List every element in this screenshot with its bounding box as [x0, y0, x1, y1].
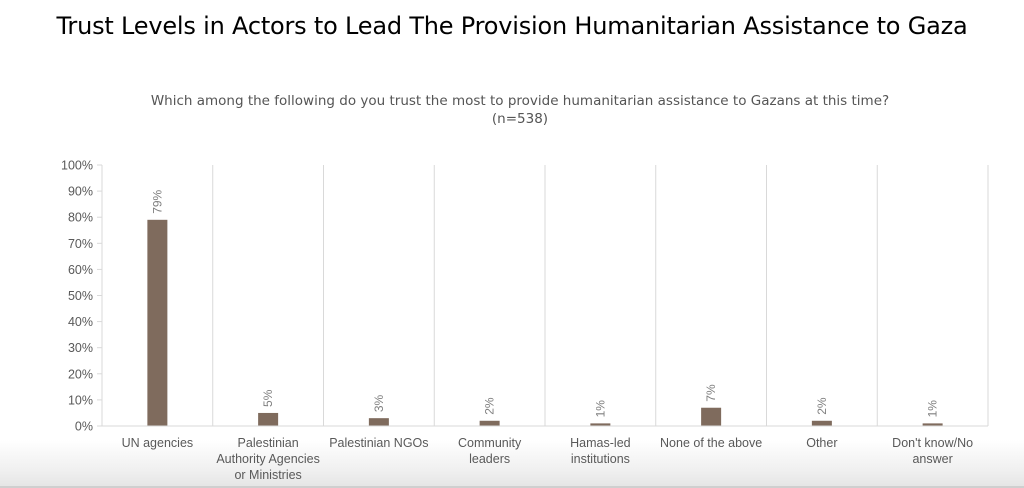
x-category-label: Palestinian Authority Agencies or Ministri… [216, 436, 320, 482]
data-labels: 79% 5% 3% 2% 1% 7% 2% 1% [150, 189, 939, 417]
data-label: 7% [704, 384, 718, 402]
y-axis: 0% 10% 20% 30% 40% 50% 60% 70% 80% 90% 100% [61, 159, 102, 434]
y-tick-label: 40% [68, 315, 93, 329]
chart-title: Which among the following do you trust t… [150, 92, 890, 128]
bar [147, 219, 168, 426]
data-label: 1% [926, 400, 940, 418]
y-tick-label: 90% [68, 185, 93, 199]
chart-question: Which among the following do you trust t… [150, 93, 890, 109]
y-tick-label: 0% [75, 420, 93, 434]
y-tick-label: 100% [61, 159, 93, 173]
y-tick-label: 80% [68, 211, 93, 225]
data-label: 2% [815, 397, 829, 415]
x-category-label: None of the above [660, 436, 762, 450]
y-tick-label: 30% [68, 341, 93, 355]
bar [811, 420, 832, 426]
bar [701, 407, 722, 426]
data-label: 79% [150, 189, 164, 213]
bottom-border [0, 486, 1024, 488]
y-tick-label: 60% [68, 263, 93, 277]
page-title: Trust Levels in Actors to Lead The Provi… [56, 12, 968, 40]
data-label: 2% [483, 397, 497, 415]
y-tick-label: 50% [68, 289, 93, 303]
x-axis: UN agencies Palestinian Authority Agencies… [102, 425, 988, 482]
category-separators [101, 165, 989, 426]
x-category-label: Hamas-led institutions [570, 436, 630, 466]
x-category-label: UN agencies [122, 436, 194, 450]
bar [922, 423, 943, 426]
bar [368, 418, 389, 426]
bar [479, 420, 500, 426]
data-label: 3% [372, 394, 386, 412]
y-tick-label: 20% [68, 367, 93, 381]
x-category-label: Don't know/No answer [892, 436, 973, 466]
x-category-label: Other [806, 436, 837, 450]
x-category-label: Community leaders [458, 436, 522, 466]
chart-sample-size: (n=538) [491, 111, 549, 127]
bars [147, 219, 943, 426]
data-label: 1% [593, 400, 607, 418]
y-tick-label: 70% [68, 237, 93, 251]
data-label: 5% [261, 389, 275, 407]
bar [590, 423, 611, 426]
y-tick-label: 10% [68, 393, 93, 407]
x-category-label: Palestinian NGOs [329, 436, 428, 450]
bar [258, 412, 279, 426]
